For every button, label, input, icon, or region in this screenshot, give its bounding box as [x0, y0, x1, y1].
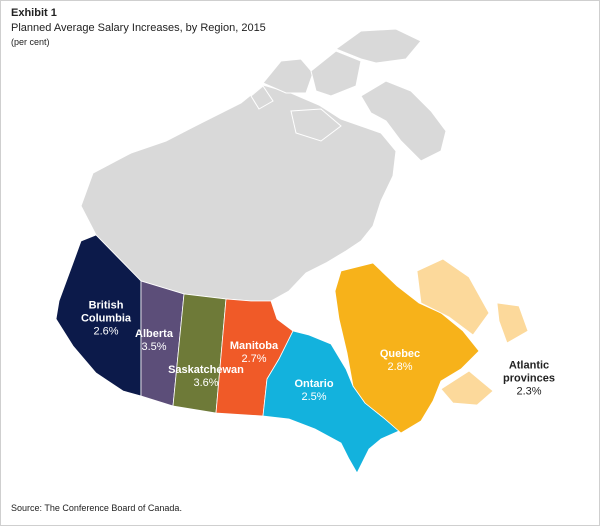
- region-name: Manitoba: [229, 340, 279, 352]
- region-name: British Columbia: [80, 299, 132, 325]
- chart-title: Planned Average Salary Increases, by Reg…: [11, 22, 266, 34]
- unit-note: (per cent): [11, 37, 50, 47]
- region-name: Alberta: [135, 328, 173, 340]
- arctic-island: [250, 85, 274, 110]
- region-value: 2.7%: [241, 353, 267, 365]
- territories: [80, 28, 447, 302]
- region-value: 3.5%: [141, 341, 167, 353]
- arctic-island: [334, 28, 422, 64]
- region-value: 2.5%: [301, 391, 327, 403]
- region-value: 2.3%: [516, 385, 542, 398]
- exhibit-label: Exhibit 1: [11, 7, 57, 19]
- region: [416, 258, 490, 336]
- region-value: 2.8%: [387, 361, 413, 373]
- region-label: British Columbia 2.6%: [73, 300, 139, 339]
- region-name: Atlantic provinces: [503, 359, 555, 385]
- region-label: Quebec 2.8%: [367, 348, 433, 374]
- region-label: Manitoba 2.7%: [221, 340, 287, 366]
- region-name: Ontario: [294, 378, 334, 390]
- region-name: Saskatchewan: [168, 364, 244, 376]
- region: [440, 370, 494, 406]
- region-value: 3.6%: [193, 377, 219, 389]
- region-label: Atlantic provinces 2.3%: [496, 360, 562, 399]
- region-label: Saskatchewan 3.6%: [161, 364, 251, 390]
- arctic-island: [290, 108, 342, 142]
- region-name: Quebec: [379, 348, 421, 360]
- region: [262, 330, 400, 474]
- arctic-island: [310, 50, 362, 97]
- region-label: Ontario 2.5%: [281, 378, 347, 404]
- arctic-island: [360, 80, 447, 162]
- region-label: Alberta 3.5%: [121, 328, 187, 354]
- region: [334, 262, 480, 434]
- region: [496, 302, 529, 344]
- source-note: Source: The Conference Board of Canada.: [11, 503, 182, 513]
- region-value: 2.6%: [93, 325, 119, 338]
